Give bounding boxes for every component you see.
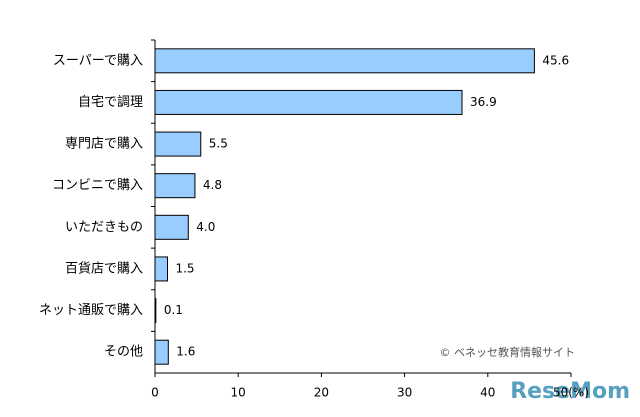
value-label: 1.5 xyxy=(175,261,194,275)
y-tick-label: 自宅で調理 xyxy=(78,95,143,110)
watermark: ReseMom xyxy=(510,379,630,404)
y-tick-label: スーパーで購入 xyxy=(53,53,143,68)
bar xyxy=(154,173,196,199)
y-tick-label: ネット通販で購入 xyxy=(39,303,143,318)
x-tick-label: 0 xyxy=(151,386,159,400)
x-tick-label: 50(%) xyxy=(553,386,589,400)
y-tick-label: 専門店で購入 xyxy=(65,137,143,152)
y-tick-label: コンビニで購入 xyxy=(52,178,143,193)
x-tick-label: 40 xyxy=(480,386,495,400)
value-label: 4.8 xyxy=(203,178,222,192)
y-tick-label: いただきもの xyxy=(65,220,143,235)
value-label: 4.0 xyxy=(196,220,215,234)
value-label: 0.1 xyxy=(164,303,183,317)
value-label: 45.6 xyxy=(542,53,569,67)
source-note: © ベネッセ教育情報サイト xyxy=(440,345,576,359)
value-label: 36.9 xyxy=(470,95,497,109)
bar xyxy=(154,339,169,365)
bar xyxy=(154,214,189,240)
bar xyxy=(154,256,168,282)
bar xyxy=(154,298,157,324)
y-tick-label: 百貨店で購入 xyxy=(65,260,143,276)
value-label: 1.6 xyxy=(176,345,195,359)
x-tick-label: 30 xyxy=(397,386,412,400)
value-label: 5.5 xyxy=(209,137,228,151)
x-tick-label: 10 xyxy=(231,386,246,400)
x-tick-label: 20 xyxy=(314,386,329,400)
y-tick-label: その他 xyxy=(104,345,143,360)
bar xyxy=(154,89,463,115)
bar xyxy=(154,48,535,74)
bar xyxy=(154,131,202,157)
